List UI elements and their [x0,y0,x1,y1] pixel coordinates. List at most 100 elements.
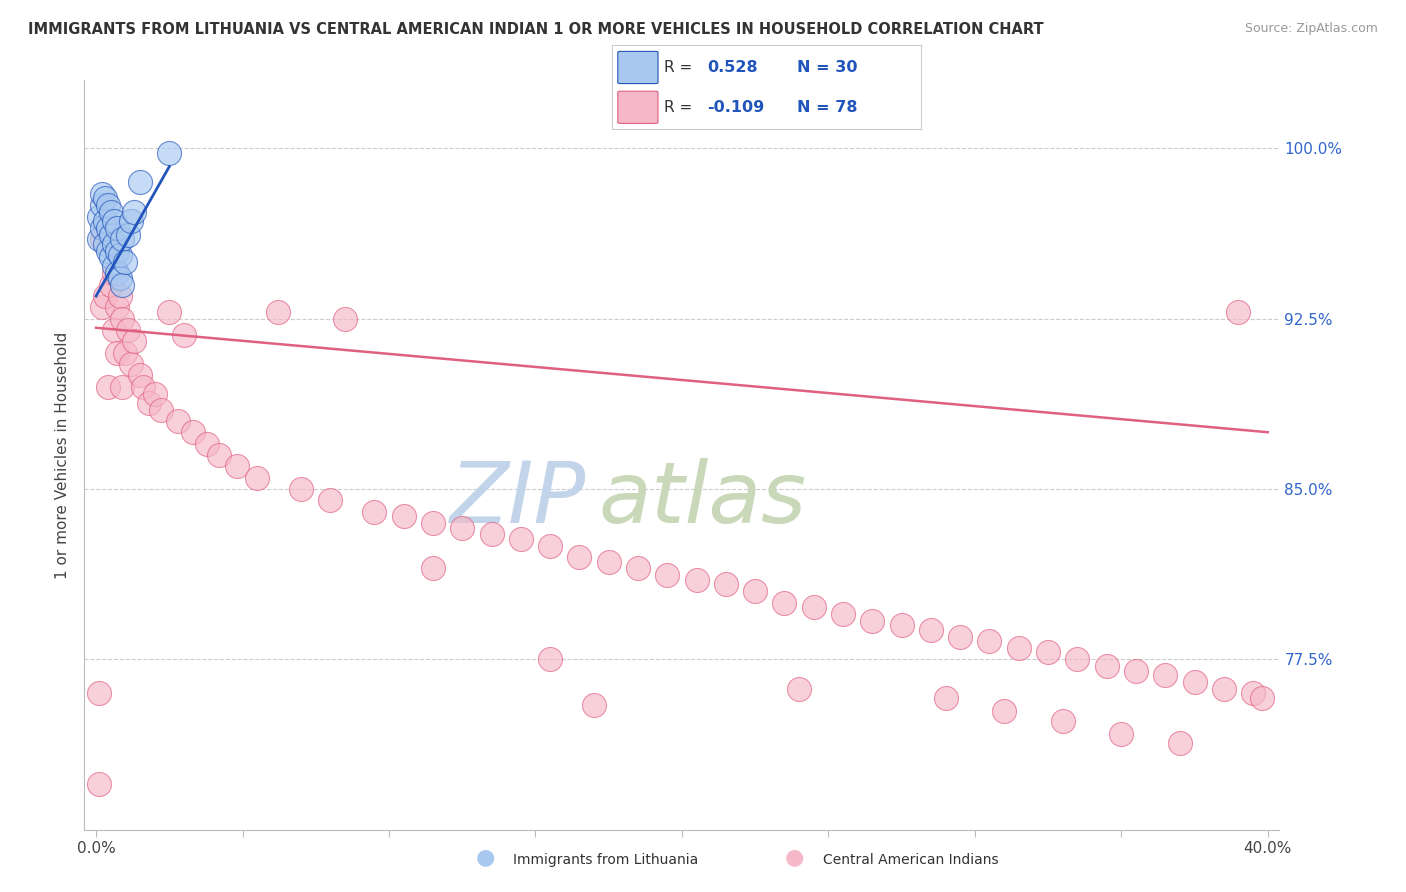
Point [773,595,796,609]
Point [97,380,120,394]
Point [129,176,152,190]
Point [117,323,139,337]
Point [598,555,620,569]
Text: ●: ● [785,847,804,867]
Point [1227,305,1250,319]
Point [451,520,474,534]
Point [132,380,155,394]
Point [111,277,134,292]
Point [568,550,591,565]
Point [979,634,1001,648]
Point [157,305,180,319]
Point [108,248,131,262]
Point [108,270,131,285]
Point [1154,668,1177,682]
Point [1008,640,1031,655]
Point [105,244,128,258]
Point [111,311,134,326]
Point [197,436,219,450]
Point [290,482,312,496]
Point [208,448,231,462]
Point [1036,645,1059,659]
Point [949,630,972,644]
Point [97,220,120,235]
Point [143,386,166,401]
Point [90,301,114,315]
Point [94,289,117,303]
Point [100,205,122,219]
Point [993,705,1015,719]
Point [90,186,114,201]
Point [100,251,122,265]
Point [138,395,160,409]
Text: Source: ZipAtlas.com: Source: ZipAtlas.com [1244,22,1378,36]
Point [87,777,110,791]
Point [225,459,247,474]
Point [90,220,114,235]
Point [246,470,269,484]
Point [744,584,766,599]
Point [103,236,125,251]
Point [111,232,134,246]
Point [832,607,855,621]
Point [920,623,942,637]
Point [481,527,503,541]
Point [1095,659,1118,673]
Point [87,686,110,700]
Point [97,244,120,258]
Point [1251,690,1274,705]
Point [181,425,204,440]
Point [1052,714,1074,728]
Point [538,539,561,553]
Point [108,289,131,303]
Point [1111,727,1133,741]
Point [103,266,125,280]
Point [685,573,707,587]
Point [333,311,356,326]
Text: ZIP: ZIP [450,458,586,541]
Point [120,357,142,371]
Point [90,232,114,246]
FancyBboxPatch shape [617,91,658,123]
Point [100,277,122,292]
Point [803,600,825,615]
Point [105,266,128,280]
Point [94,191,117,205]
Point [935,690,957,705]
Point [627,561,650,575]
Text: IMMIGRANTS FROM LITHUANIA VS CENTRAL AMERICAN INDIAN 1 OR MORE VEHICLES IN HOUSE: IMMIGRANTS FROM LITHUANIA VS CENTRAL AME… [28,22,1043,37]
Point [122,205,145,219]
Point [173,327,195,342]
Point [111,380,134,394]
Point [100,227,122,242]
Point [117,227,139,242]
Text: Immigrants from Lithuania: Immigrants from Lithuania [513,853,699,867]
Point [1125,664,1147,678]
Text: N = 30: N = 30 [797,60,858,75]
Point [97,220,120,235]
Point [787,681,810,696]
Point [392,509,415,524]
Point [319,493,342,508]
Point [890,618,912,632]
Point [1212,681,1234,696]
Point [114,345,136,359]
Text: R =: R = [664,100,697,115]
Point [657,568,679,582]
Point [509,532,531,546]
Point [120,214,142,228]
Point [714,577,737,591]
Point [1184,675,1206,690]
Point [267,305,290,319]
Point [157,145,180,160]
Point [538,652,561,666]
Point [114,255,136,269]
Point [167,414,190,428]
Point [94,236,117,251]
Y-axis label: 1 or more Vehicles in Household: 1 or more Vehicles in Household [55,331,70,579]
Point [105,220,128,235]
Point [363,505,385,519]
Point [422,516,444,530]
Point [103,260,125,274]
Point [129,368,152,383]
